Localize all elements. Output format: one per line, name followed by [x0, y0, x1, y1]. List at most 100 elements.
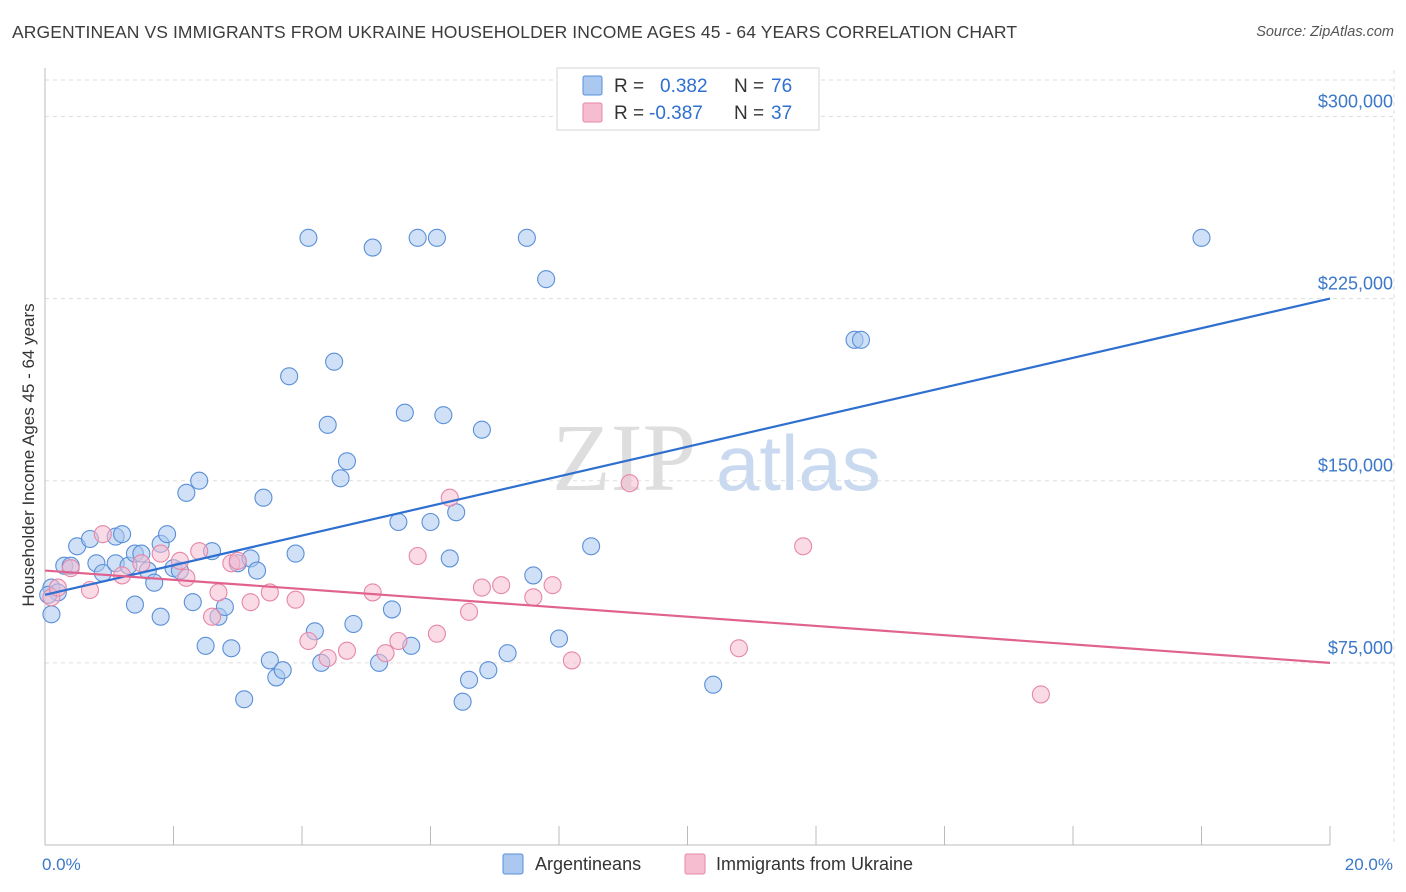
legend-r-label-blue: R =: [614, 76, 644, 97]
point-ukraine-29: [492, 576, 511, 595]
point-ukraine-28: [472, 578, 491, 597]
point-argentineans-68: [537, 270, 556, 289]
point-argentineans-66: [517, 228, 536, 247]
point-argentineans-58: [434, 406, 453, 425]
point-argentineans-34: [247, 561, 267, 580]
chart-title: ARGENTINEAN VS IMMIGRANTS FROM UKRAINE H…: [12, 22, 1018, 42]
point-ukraine-6: [132, 554, 151, 573]
point-ukraine-20: [337, 641, 357, 660]
legend-bottom-swatch-blue: [502, 853, 524, 875]
y-tick-label-2: $225,000: [1318, 274, 1393, 294]
legend-n-value-pink: 37: [771, 103, 792, 124]
point-argentineans-40: [286, 544, 305, 563]
point-argentineans-24: [183, 593, 202, 612]
point-ukraine-21: [363, 583, 382, 602]
point-argentineans-61: [453, 692, 472, 711]
point-ukraine-4: [93, 525, 112, 544]
point-argentineans-46: [331, 469, 350, 488]
point-argentineans-49: [363, 238, 382, 257]
point-ukraine-36: [1031, 685, 1050, 704]
y-tick-label-1: $150,000: [1318, 456, 1393, 476]
point-argentineans-59: [440, 549, 459, 568]
point-ukraine-16: [260, 583, 279, 602]
point-argentineans-20: [158, 525, 177, 544]
point-argentineans-48: [344, 614, 363, 634]
legend-bottom-label-ukraine: Immigrants from Ukraine: [716, 854, 913, 874]
y-tick-label-3: $300,000: [1318, 91, 1393, 111]
point-ukraine-8: [170, 551, 189, 570]
point-ukraine-17: [286, 590, 305, 609]
point-argentineans-53: [395, 403, 414, 422]
legend-top: R = 0.382 N = 76 R = -0.387 N = 37: [556, 67, 820, 131]
point-ukraine-34: [729, 639, 748, 658]
point-ukraine-23: [389, 631, 408, 651]
point-argentineans-30: [222, 639, 241, 658]
point-argentineans-35: [254, 488, 273, 507]
legend-swatch-blue: [582, 75, 603, 96]
point-argentineans-32: [235, 690, 254, 709]
point-ukraine-2: [61, 559, 80, 578]
point-ukraine-22: [376, 644, 395, 663]
trend-lines: [44, 297, 1331, 664]
point-argentineans-0: [42, 605, 61, 624]
point-ukraine-32: [562, 651, 581, 670]
watermark-zip: ZIP: [552, 404, 696, 511]
trend-line-argentineans: [44, 297, 1331, 596]
point-argentineans-26: [196, 636, 215, 655]
point-ukraine-19: [318, 648, 337, 668]
point-argentineans-41: [299, 228, 318, 247]
y-axis-label: Householder Income Ages 45 - 64 years: [19, 303, 38, 606]
legend-r-value-pink: -0.387: [649, 103, 703, 124]
point-argentineans-44: [318, 415, 337, 434]
point-argentineans-25: [190, 471, 209, 490]
legend-bottom: Argentineans Immigrants from Ukraine: [502, 853, 913, 875]
legend-n-label-blue: N =: [734, 76, 764, 97]
series-ukraine: [42, 474, 1050, 704]
y-tick-labels: $75,000 $150,000 $225,000 $300,000: [1318, 91, 1393, 657]
x-tick-labels: 0.0% 20.0%: [42, 855, 1393, 874]
point-ukraine-7: [151, 544, 170, 563]
point-ukraine-33: [620, 474, 639, 493]
point-argentineans-71: [704, 675, 723, 694]
point-ukraine-30: [524, 588, 543, 607]
point-argentineans-51: [382, 600, 402, 619]
point-argentineans-65: [498, 644, 517, 663]
legend-swatch-pink: [582, 102, 603, 123]
watermark: ZIP atlas: [552, 404, 881, 511]
point-ukraine-9: [177, 568, 196, 587]
point-argentineans-18: [151, 607, 170, 626]
point-argentineans-69: [549, 629, 569, 648]
point-argentineans-57: [427, 228, 446, 247]
point-ukraine-12: [209, 583, 228, 602]
point-argentineans-38: [273, 661, 292, 680]
point-argentineans-64: [479, 661, 498, 680]
point-ukraine-14: [228, 551, 247, 570]
point-argentineans-62: [459, 670, 479, 689]
point-argentineans-56: [421, 512, 440, 532]
point-argentineans-52: [389, 512, 408, 532]
point-argentineans-74: [1192, 228, 1211, 247]
legend-n-label-pink: N =: [734, 103, 764, 124]
point-argentineans-36: [260, 651, 279, 670]
x-tick-label-max: 20.0%: [1345, 855, 1393, 874]
point-argentineans-47: [337, 452, 357, 471]
point-argentineans-67: [524, 566, 543, 585]
point-ukraine-31: [543, 576, 562, 595]
point-ukraine-25: [427, 624, 446, 643]
legend-bottom-label-argentineans: Argentineans: [535, 854, 641, 874]
point-argentineans-70: [582, 537, 601, 556]
legend-r-label-pink: R =: [614, 103, 644, 124]
point-argentineans-45: [325, 352, 344, 371]
legend-n-value-blue: 76: [771, 76, 792, 97]
legend-r-value-blue: 0.382: [660, 76, 708, 97]
point-ukraine-35: [794, 537, 813, 556]
point-argentineans-23: [177, 483, 196, 502]
point-argentineans-39: [280, 367, 299, 386]
trend-line-ukraine: [44, 569, 1331, 664]
point-argentineans-63: [472, 420, 491, 439]
point-ukraine-27: [459, 602, 479, 621]
point-argentineans-17: [145, 573, 164, 592]
point-argentineans-73: [851, 330, 871, 349]
point-ukraine-15: [241, 593, 260, 612]
